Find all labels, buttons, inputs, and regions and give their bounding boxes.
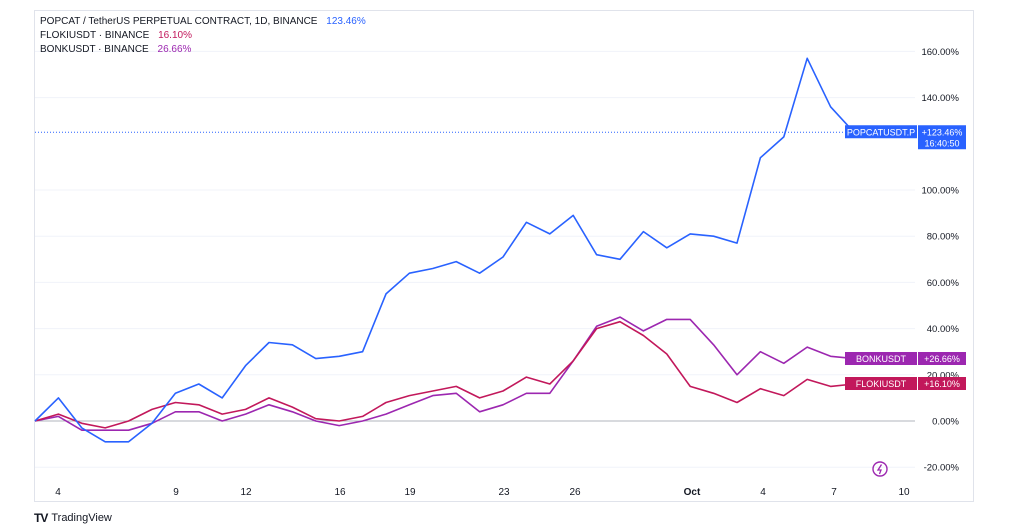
badge-popcat-time: 16:40:50 bbox=[924, 138, 959, 148]
y-tick-label: 20.00% bbox=[927, 370, 960, 381]
x-tick-label: 7 bbox=[831, 487, 837, 498]
x-tick-label: 19 bbox=[404, 487, 416, 498]
x-axis: 4 9 12 16 19 23 26 Oct 4 7 10 bbox=[55, 487, 910, 498]
y-tick-label: 40.00% bbox=[927, 324, 960, 335]
series-line-popcatusdt-p bbox=[34, 57, 855, 443]
badge-bonk-name: BONKUSDT bbox=[856, 354, 907, 364]
badge-popcat-value-bg bbox=[918, 125, 966, 150]
badge-floki-name-bg bbox=[845, 377, 917, 390]
badge-bonk: BONKUSDT +26.66% bbox=[845, 352, 966, 365]
x-tick-label: 10 bbox=[898, 487, 910, 498]
legend-bonk-label: BONKUSDT · BINANCE bbox=[40, 44, 149, 55]
legend-bonk-value: 26.66% bbox=[157, 44, 192, 55]
x-tick-label: 4 bbox=[55, 487, 61, 498]
badge-popcat-value: +123.46% bbox=[922, 127, 963, 137]
series-line-bonkusdt bbox=[34, 316, 855, 432]
x-tick-label: 23 bbox=[498, 487, 510, 498]
y-tick-label: 160.00% bbox=[921, 47, 959, 58]
chart-grid bbox=[35, 50, 915, 468]
series-lines bbox=[34, 57, 855, 443]
badge-floki-value: +16.10% bbox=[924, 379, 960, 389]
legend-popcat: POPCAT / TetherUS PERPETUAL CONTRACT, 1D… bbox=[40, 16, 366, 27]
y-tick-label: -20.00% bbox=[924, 463, 960, 474]
price-badges: POPCATUSDT.P +123.46%16:40:50 BONKUSDT +26.… bbox=[845, 125, 966, 390]
y-tick-label: 100.00% bbox=[921, 186, 959, 197]
badge-popcat-name-bg bbox=[845, 125, 917, 139]
legend-floki: FLOKIUSDT · BINANCE 16.10% bbox=[40, 30, 192, 41]
y-tick-label: 60.00% bbox=[927, 278, 960, 289]
y-tick-label: 140.00% bbox=[921, 93, 959, 104]
y-axis: 160.00% 140.00% 100.00% 80.00% 60.00% 40.00% 2… bbox=[921, 47, 959, 474]
badge-bonk-name-bg bbox=[845, 352, 917, 365]
x-tick-label: Oct bbox=[684, 487, 701, 498]
tradingview-logo-icon: TV bbox=[34, 511, 48, 525]
badge-floki: FLOKIUSDT +16.10% bbox=[845, 377, 966, 390]
badge-bonk-value: +26.66% bbox=[924, 354, 960, 364]
x-tick-label: 9 bbox=[173, 487, 179, 498]
tradingview-footer[interactable]: TV TradingView bbox=[34, 511, 112, 525]
tradingview-brand: TradingView bbox=[51, 512, 112, 524]
legend-bonk: BONKUSDT · BINANCE 26.66% bbox=[40, 44, 191, 55]
legend-popcat-value: 123.46% bbox=[326, 16, 366, 27]
x-tick-label: 26 bbox=[569, 487, 581, 498]
snap-icon[interactable] bbox=[872, 461, 888, 477]
x-tick-label: 4 bbox=[760, 487, 766, 498]
x-tick-label: 16 bbox=[334, 487, 346, 498]
y-tick-label: 80.00% bbox=[927, 232, 960, 243]
x-tick-label: 12 bbox=[240, 487, 252, 498]
legend-popcat-label: POPCAT / TetherUS PERPETUAL CONTRACT, 1D… bbox=[40, 16, 318, 27]
badge-popcat-name: POPCATUSDT.P bbox=[847, 127, 915, 137]
badge-floki-value-bg bbox=[918, 377, 966, 390]
badge-bonk-value-bg bbox=[918, 352, 966, 365]
badge-floki-name: FLOKIUSDT bbox=[856, 379, 907, 389]
y-tick-label: 0.00% bbox=[932, 417, 959, 428]
legend-floki-label: FLOKIUSDT · BINANCE bbox=[40, 30, 150, 41]
legend-floki-value: 16.10% bbox=[158, 30, 192, 41]
series-line-flokiusdt bbox=[34, 320, 855, 429]
badge-popcat: POPCATUSDT.P +123.46%16:40:50 bbox=[845, 125, 966, 150]
